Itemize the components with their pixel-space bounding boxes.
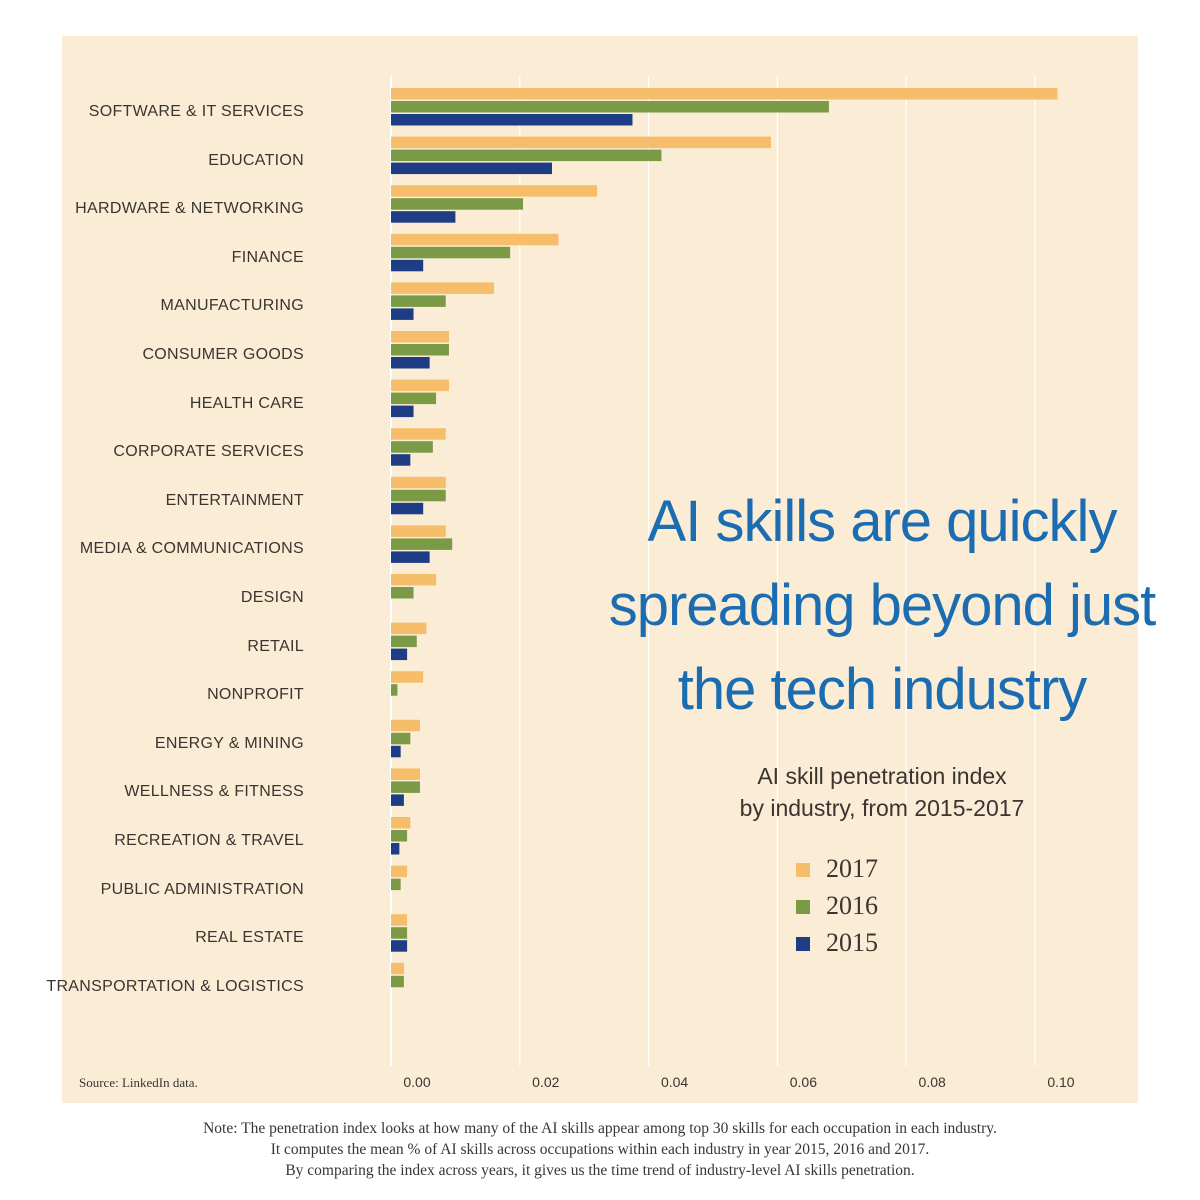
title-line: spreading beyond just [608,573,1157,638]
footnote: Note: The penetration index looks at how… [0,1118,1200,1181]
bar-2015 [391,648,408,661]
x-tick-label: 0.10 [1047,1074,1075,1090]
bar-2016 [391,101,829,113]
bar-2017 [391,379,449,392]
category-label: PUBLIC ADMINISTRATION [100,880,304,898]
x-tick-label: 0.06 [789,1074,817,1090]
bar-2015 [391,162,552,175]
legend-label: 2016 [826,891,878,920]
category-label: FINANCE [231,248,304,266]
bar-2015 [391,745,401,758]
category-label: TRANSPORTATION & LOGISTICS [46,977,304,995]
legend-label: 2015 [826,928,878,957]
bar-2016 [391,830,408,842]
bar-2017 [391,817,411,829]
bar-2016 [391,781,420,793]
title-line: AI skills are quickly [647,489,1118,554]
x-tick-label: 0.02 [532,1074,560,1090]
category-label: MEDIA & COMMUNICATIONS [79,540,304,558]
bar-2017 [391,185,598,197]
category-label: RETAIL [247,637,304,655]
legend-swatch [796,900,810,914]
category-label: EDUCATION [208,151,304,169]
bar-2015 [391,211,456,223]
bar-2017 [391,719,420,732]
bar-2016 [391,344,449,356]
bar-2015 [391,794,404,806]
bar-2017 [391,574,437,586]
bar-2016 [391,975,404,988]
legend-label: 2017 [826,854,878,883]
bar-2016 [391,392,437,405]
bar-2015 [391,114,633,126]
bar-2016 [391,538,453,550]
bar-2016 [391,732,411,745]
category-label: ENERGY & MINING [154,734,304,752]
subtitle-line: AI skill penetration index [757,763,1007,789]
category-label: CORPORATE SERVICES [113,443,304,461]
bar-2016 [391,927,408,939]
bar-2016 [391,878,401,891]
category-label: CONSUMER GOODS [142,346,304,363]
subtitle-line: by industry, from 2015-2017 [739,795,1025,821]
bar-2015 [391,940,408,952]
bar-2017 [391,768,420,780]
footnote-line: Note: The penetration index looks at how… [203,1120,997,1137]
category-label: NONPROFIT [207,686,304,704]
bar-2017 [391,331,449,343]
bar-2016 [391,295,446,307]
bar-2015 [391,502,424,515]
bar-2015 [391,357,430,369]
bar-2015 [391,308,414,320]
footnote-line: By comparing the index across years, it … [285,1162,915,1179]
bar-2017 [391,136,771,149]
category-label: SOFTWARE & IT SERVICES [88,103,304,120]
category-label: REAL ESTATE [195,929,304,947]
bar-2016 [391,149,662,162]
title-line: the tech industry [677,657,1088,722]
bar-2017 [391,88,1058,100]
bar-2016 [391,441,433,453]
category-label: WELLNESS & FITNESS [124,783,304,801]
bar-2017 [391,525,446,537]
bar-2017 [391,476,446,489]
bar-2015 [391,405,414,418]
x-tick-label: 0.04 [660,1074,689,1090]
bar-2017 [391,622,427,635]
bar-2017 [391,865,408,878]
bar-2017 [391,282,495,294]
bar-2015 [391,454,411,466]
bar-chart [390,76,1058,1066]
bar-2017 [391,671,424,683]
bar-2015 [391,843,400,855]
x-tick-label: 0.08 [918,1074,946,1090]
bar-2015 [391,551,430,563]
bar-2016 [391,684,398,696]
footnote-line: It computes the mean % of AI skills acro… [270,1141,930,1158]
bar-2016 [391,587,414,599]
legend-swatch [796,937,810,951]
category-label: DESIGN [240,589,304,606]
bar-2017 [391,428,446,440]
legend-swatch [796,863,810,877]
bar-2017 [391,233,559,246]
bar-2016 [391,246,511,259]
bar-2017 [391,962,404,975]
chart-panel: SOFTWARE & IT SERVICES EDUCATION HARDWARE … [46,36,1156,1103]
x-tick-label: 0.00 [403,1074,431,1090]
bar-2017 [391,914,408,926]
bar-2016 [391,489,446,502]
category-label: HARDWARE & NETWORKING [75,200,304,218]
category-label: ENTERTAINMENT [165,491,304,509]
bar-2016 [391,198,524,210]
bar-2016 [391,635,417,648]
category-label: RECREATION & TRAVEL [114,832,304,849]
chart-title: AI skills are quickly spreading beyond j… [592,480,1172,732]
category-label: HEALTH CARE [189,394,304,412]
category-label: MANUFACTURING [160,297,304,315]
chart-subtitle: AI skill penetration index by industry, … [662,760,1102,824]
bar-2015 [391,259,424,272]
source-note: Source: LinkedIn data. [79,1075,198,1090]
